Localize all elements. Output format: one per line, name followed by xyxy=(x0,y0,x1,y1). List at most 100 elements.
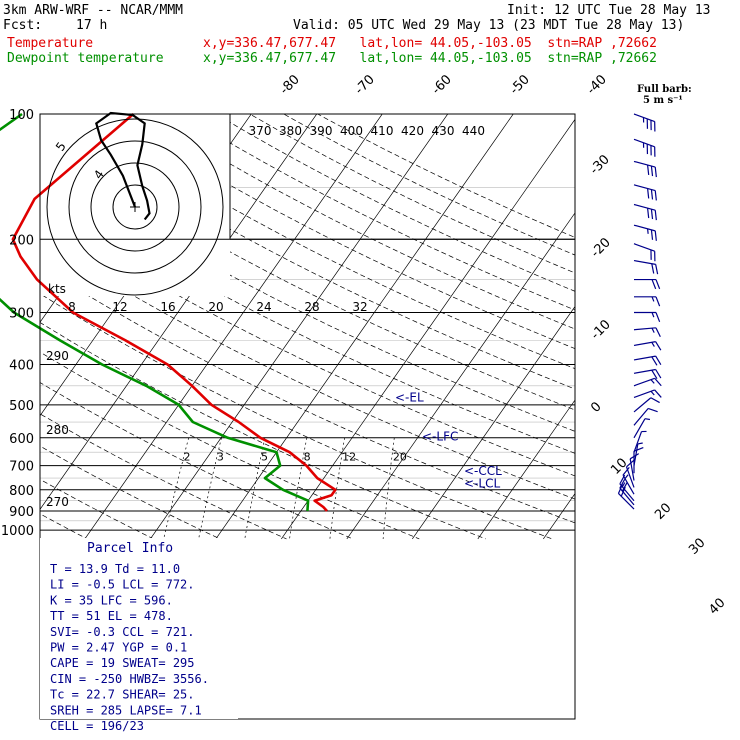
wind-barb xyxy=(633,407,658,426)
hodograph-ring xyxy=(90,162,180,252)
isotherm-line xyxy=(477,399,575,540)
wind-barb-flag xyxy=(650,229,654,240)
isotherm-line xyxy=(40,114,318,510)
wind-barb xyxy=(633,160,657,178)
theta-label: 390 xyxy=(310,124,333,138)
isotherm-line xyxy=(84,114,383,540)
theta-label: 420 xyxy=(401,124,424,138)
dry-adiabat-line xyxy=(40,478,154,540)
wind-barb-flag xyxy=(626,459,635,468)
wind-barb-flag xyxy=(650,189,654,200)
mixing-ratio-line xyxy=(289,437,308,539)
temperature-curve xyxy=(11,113,337,512)
wind-barb-shaft xyxy=(633,138,655,148)
isotherm-line xyxy=(346,212,575,540)
parcel-level-marker: <-CCL xyxy=(464,464,502,478)
mixing-ratio-line xyxy=(163,437,190,539)
wind-barb-flag xyxy=(651,296,655,302)
wind-barb xyxy=(622,466,635,495)
temperature-location-info: x,y=336.47,677.47 lat,lon= 44.05,-103.05… xyxy=(203,36,657,51)
wind-barb xyxy=(617,484,635,510)
wind-barb xyxy=(633,418,651,439)
wind-barb-shaft xyxy=(633,397,652,413)
wind-barb-flag xyxy=(650,209,654,220)
wind-barb-shaft xyxy=(633,160,656,168)
wind-axis-label: 28 xyxy=(304,300,319,314)
wind-barb-flag xyxy=(629,453,640,460)
skewed-temperature-label: -10 xyxy=(588,317,614,343)
barb-note-line1: Full barb: xyxy=(637,84,692,95)
isotherm-line xyxy=(412,305,575,540)
parcel-info-row: K = 35 LFC = 596. xyxy=(50,593,173,607)
wind-barb-shaft xyxy=(633,224,656,232)
skewed-temperature-label: -80 xyxy=(277,72,303,98)
dry-adiabat-line xyxy=(45,114,575,390)
mixing-ratio-label: 12 xyxy=(342,451,356,464)
mixing-ratio-label: 5 xyxy=(261,451,268,464)
hodograph-ring xyxy=(112,184,158,230)
pressure-tick-label: 1000 xyxy=(1,524,34,539)
dry-adiabat-line xyxy=(40,158,575,432)
wind-barb xyxy=(634,278,661,290)
skewed-temperature-label: -60 xyxy=(429,72,455,98)
wind-barb-flag xyxy=(619,474,626,485)
pressure-tick-label: 700 xyxy=(9,460,34,475)
wind-barb-flag xyxy=(655,264,659,275)
isotherm-line xyxy=(543,493,575,540)
wind-barb-shaft xyxy=(633,377,655,387)
wind-barb-flag xyxy=(647,208,650,219)
wind-axis-label: 24 xyxy=(256,300,271,314)
wind-axis-label: 8 xyxy=(68,300,76,314)
wind-barb xyxy=(633,368,662,380)
wind-barb-shaft xyxy=(633,113,655,123)
dewpoint-legend-label: Dewpoint temperature xyxy=(7,51,164,66)
wind-barb xyxy=(633,327,661,338)
mixing-ratio-label: 2 xyxy=(184,451,191,464)
wind-barb xyxy=(625,459,635,488)
wind-barb xyxy=(633,203,657,221)
wind-barb-flag xyxy=(633,447,644,452)
init-time: Init: 12 UTC Tue 28 May 13 xyxy=(507,3,711,18)
wind-barb-flag xyxy=(620,486,626,497)
wind-barb-flag xyxy=(647,188,650,199)
dry-adiabat-line xyxy=(40,322,486,540)
skewed-temperature-label: -30 xyxy=(587,152,613,178)
pressure-tick-label: 900 xyxy=(9,505,34,520)
hodograph-ring xyxy=(46,118,224,296)
wind-barb-shaft xyxy=(625,466,635,488)
plot-frame xyxy=(39,113,576,720)
theta-label: 380 xyxy=(279,124,302,138)
skewed-temperature-label: -40 xyxy=(584,72,610,98)
wind-barb xyxy=(633,138,656,157)
hodograph-ring xyxy=(68,140,202,274)
mixing-ratio-label: 8 xyxy=(304,451,311,464)
wind-barb-shaft xyxy=(633,243,655,252)
isotherm-line xyxy=(150,114,449,540)
skewed-temperature-label: -50 xyxy=(507,72,533,98)
barb-note-line2: 5 m s⁻¹ xyxy=(643,95,683,106)
pressure-tick-label: 100 xyxy=(9,108,34,123)
parcel-info-row: Tc = 22.7 SHEAR= 25. xyxy=(50,688,195,702)
wind-barb-flag xyxy=(654,210,657,221)
wind-barb-flag xyxy=(644,418,651,421)
parcel-level-marker: <-EL xyxy=(395,390,424,404)
dry-adiabat-line xyxy=(40,133,575,411)
wind-axis-label: 32 xyxy=(352,300,367,314)
wind-barb-flag xyxy=(651,279,657,290)
wind-barb-flag xyxy=(650,390,655,396)
wind-barb-flag xyxy=(647,407,658,413)
wind-barb-flag xyxy=(651,369,658,380)
wind-barb-flag xyxy=(654,377,662,387)
wind-axis-unit: kts xyxy=(48,282,66,296)
wind-barb-flag xyxy=(651,263,655,274)
dry-adiabat-line xyxy=(181,114,575,311)
wind-barb xyxy=(633,430,647,453)
wind-barb-flag xyxy=(651,327,655,333)
theta-label: 400 xyxy=(340,124,363,138)
wind-barb xyxy=(619,474,635,502)
wind-barb xyxy=(634,296,661,307)
wind-barb-flag xyxy=(621,482,626,488)
theta-label: 410 xyxy=(371,124,394,138)
theta-label-left: 270 xyxy=(46,495,69,509)
